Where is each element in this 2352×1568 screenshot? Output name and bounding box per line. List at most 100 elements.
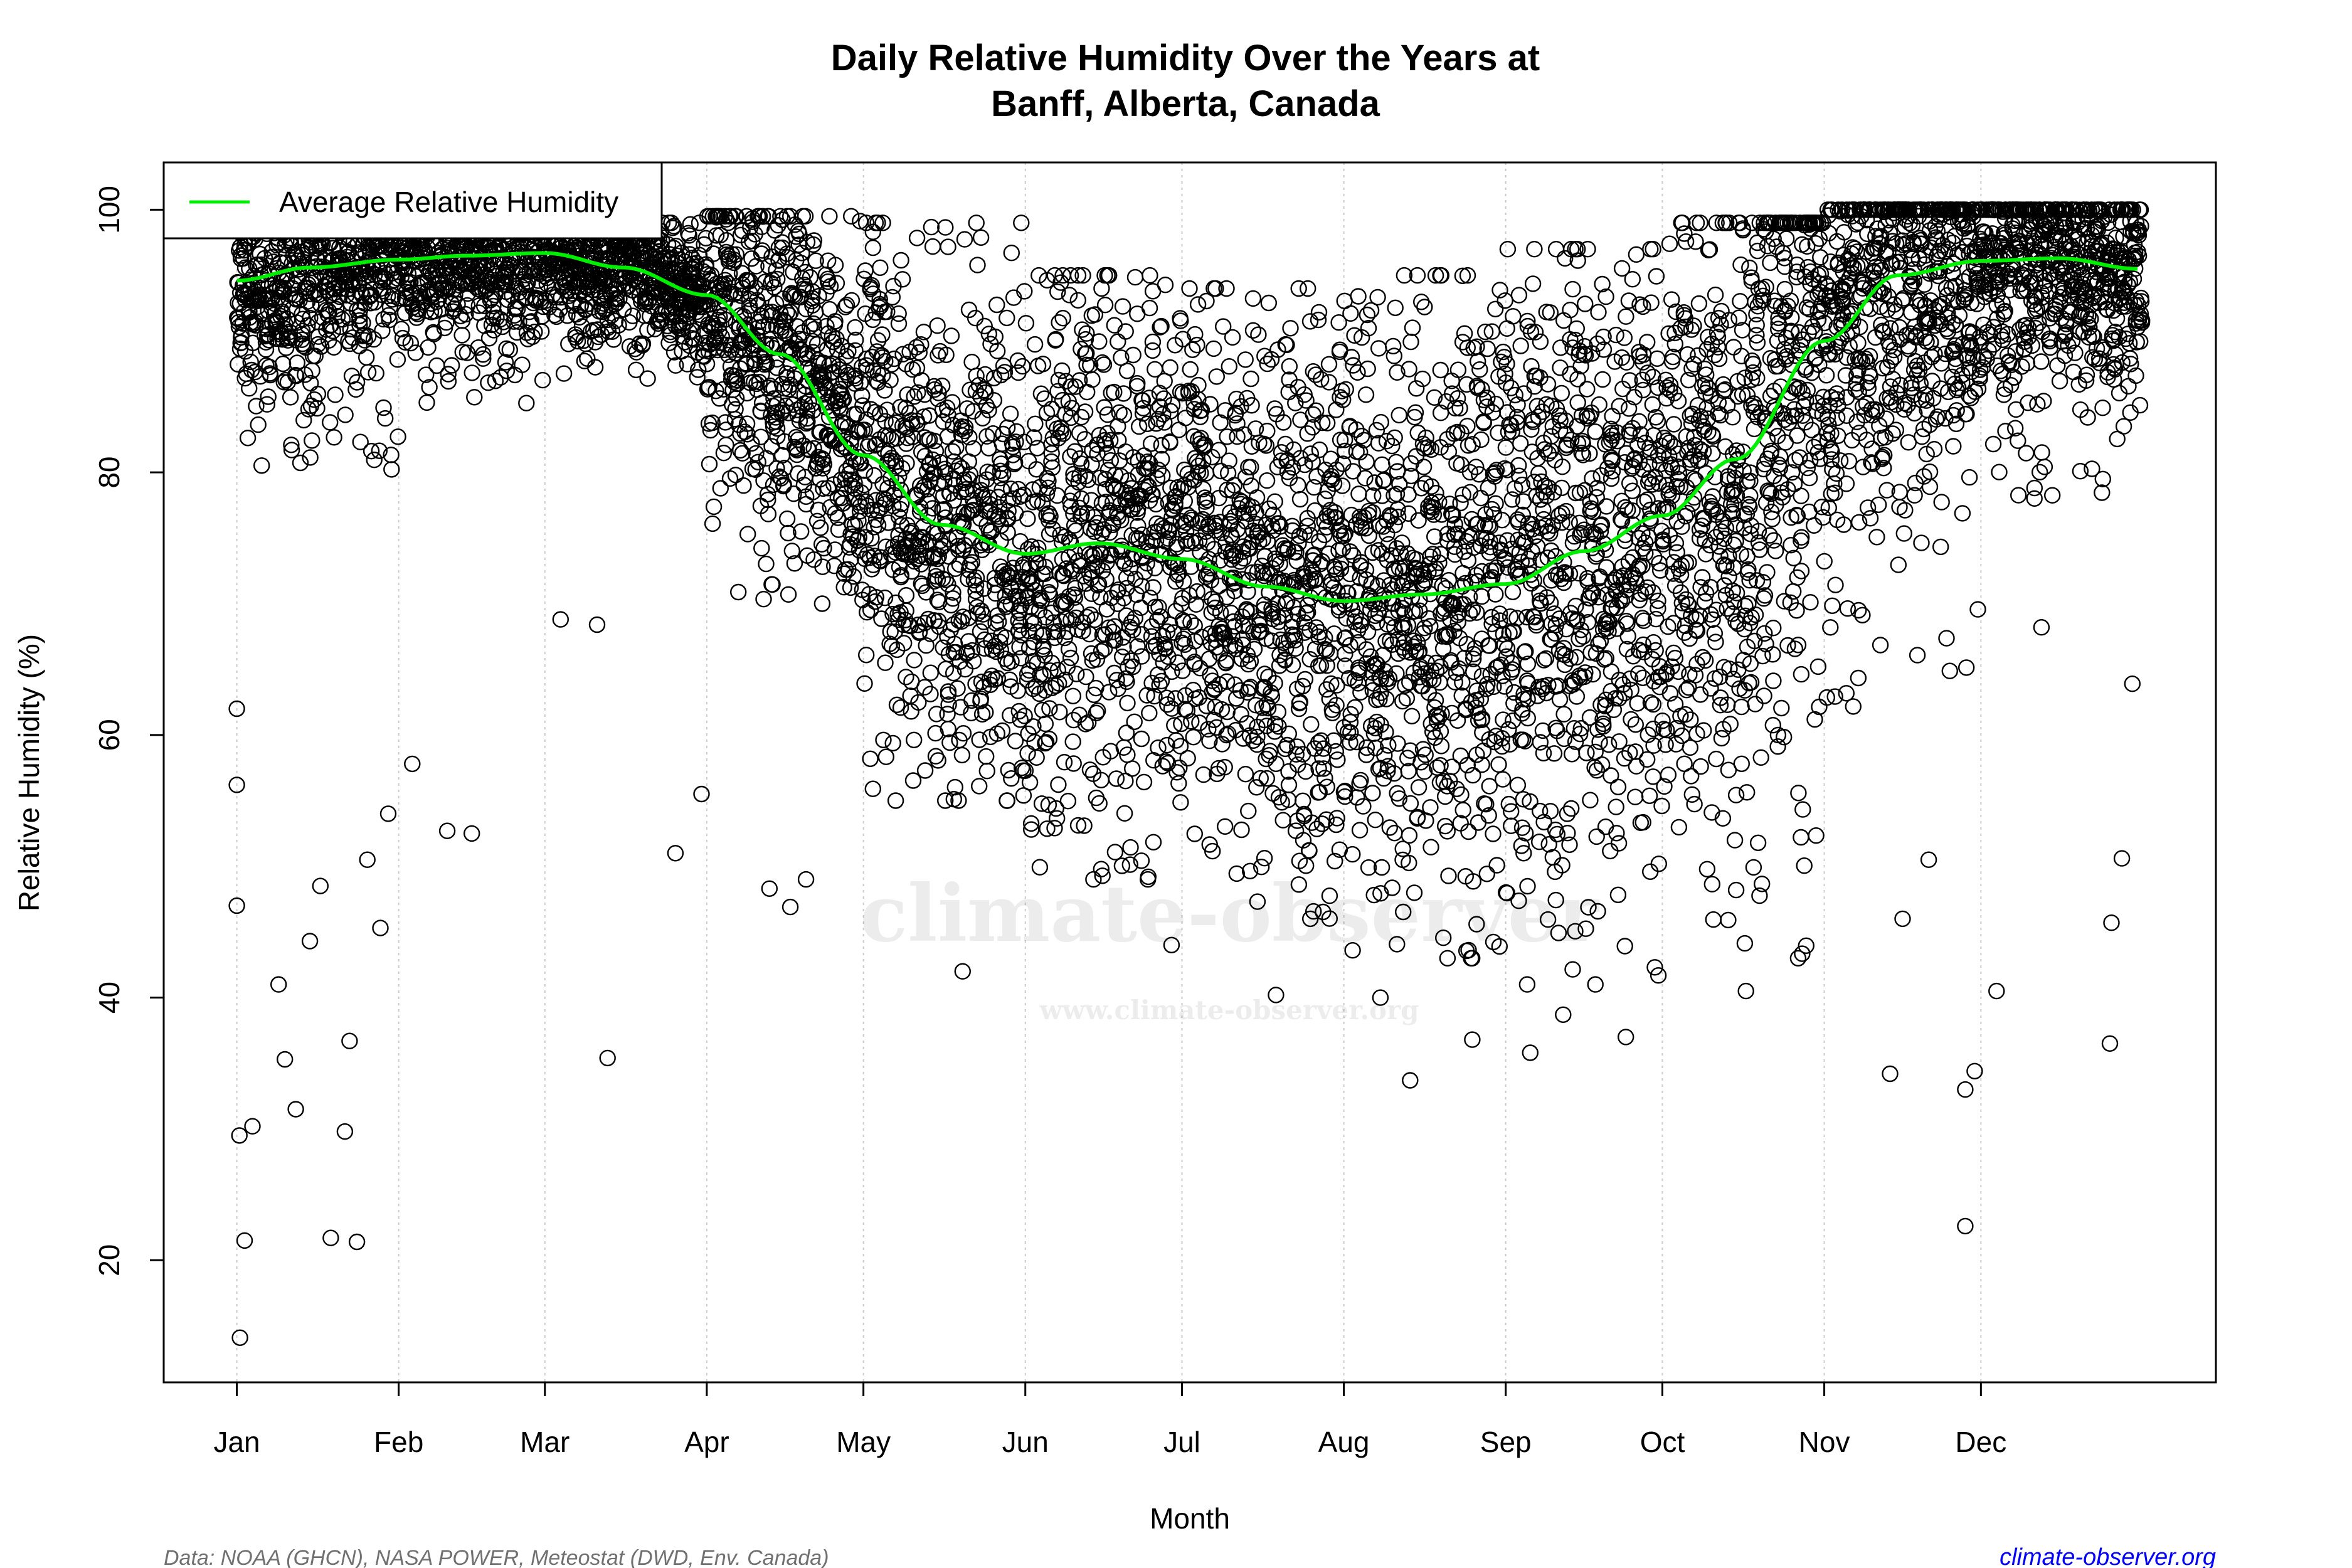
data-point [775, 476, 792, 493]
data-point [624, 307, 641, 324]
data-point [1020, 453, 1037, 470]
data-point [682, 216, 699, 233]
data-point [829, 341, 846, 358]
data-point [356, 332, 373, 349]
data-point [852, 484, 870, 501]
data-point [875, 731, 892, 749]
data-point [243, 361, 260, 379]
data-point [975, 381, 993, 399]
data-point [876, 590, 894, 607]
data-point [1141, 704, 1158, 722]
data-point [898, 602, 914, 619]
data-point [485, 297, 502, 315]
data-point [877, 654, 894, 671]
data-point [819, 270, 836, 287]
data-points [228, 201, 2151, 1347]
data-point [733, 287, 750, 304]
data-point [1258, 472, 1276, 489]
data-point [882, 470, 899, 487]
data-point [893, 495, 910, 512]
data-point [911, 623, 928, 640]
data-point [1108, 770, 1125, 787]
data-point [1119, 694, 1136, 712]
data-point [1051, 314, 1067, 331]
data-point [1110, 418, 1126, 435]
data-point [748, 445, 765, 462]
data-point [915, 324, 933, 341]
data-point [1443, 758, 1461, 775]
data-point [924, 500, 941, 517]
data-point [944, 443, 961, 460]
data-point [940, 721, 956, 738]
data-point [886, 350, 903, 368]
data-point [788, 318, 806, 335]
data-point [850, 494, 867, 511]
data-point [248, 398, 265, 415]
data-point [1142, 590, 1158, 607]
data-point [696, 236, 712, 253]
data-point [753, 366, 770, 383]
data-point [950, 612, 968, 629]
data-point [726, 252, 743, 268]
data-point [756, 285, 774, 302]
data-point [965, 652, 982, 670]
data-point [895, 635, 913, 652]
data-point [709, 312, 727, 329]
data-point [910, 694, 927, 711]
data-point [707, 383, 724, 400]
data-point [418, 366, 435, 383]
data-point [1490, 756, 1507, 773]
data-point [1291, 490, 1309, 508]
data-point [277, 371, 294, 389]
data-point [1357, 470, 1374, 487]
data-point [383, 447, 400, 464]
data-point [458, 297, 476, 314]
data-point [1037, 734, 1055, 751]
data-point [728, 389, 745, 407]
data-point [950, 792, 967, 809]
data-point [850, 423, 868, 440]
data-point [607, 312, 624, 330]
data-point [866, 467, 882, 484]
data-point [1350, 485, 1367, 502]
data-point [996, 364, 1014, 381]
data-point [843, 292, 861, 309]
data-point [835, 579, 852, 596]
data-point [309, 400, 326, 417]
data-point [517, 277, 534, 294]
data-point [1216, 818, 1234, 835]
data-point [1278, 336, 1295, 354]
data-point [989, 607, 1006, 624]
data-point [880, 514, 897, 531]
data-point [599, 311, 616, 329]
data-point [738, 415, 756, 432]
data-point [755, 591, 772, 608]
data-point [1475, 413, 1492, 430]
data-point [361, 289, 378, 305]
data-point [418, 394, 435, 411]
data-point [930, 752, 946, 769]
data-point [856, 675, 873, 692]
data-point [337, 406, 354, 423]
data-point [985, 425, 1002, 442]
data-point [1004, 447, 1022, 464]
data-point [676, 334, 694, 351]
data-point [1280, 725, 1298, 743]
data-point [402, 334, 419, 352]
data-point [857, 647, 875, 664]
data-point [879, 303, 896, 320]
data-point [780, 307, 798, 324]
data-point [938, 400, 956, 416]
data-point [1456, 325, 1473, 342]
data-point [701, 455, 718, 473]
data-point [815, 539, 832, 557]
data-point [1028, 461, 1045, 478]
data-point [876, 382, 893, 399]
data-point [943, 327, 960, 344]
data-point [783, 543, 801, 559]
data-point [1499, 241, 1517, 258]
data-point [1259, 423, 1276, 440]
data-point [940, 576, 956, 593]
data-point [1177, 410, 1194, 426]
data-point [972, 623, 989, 640]
